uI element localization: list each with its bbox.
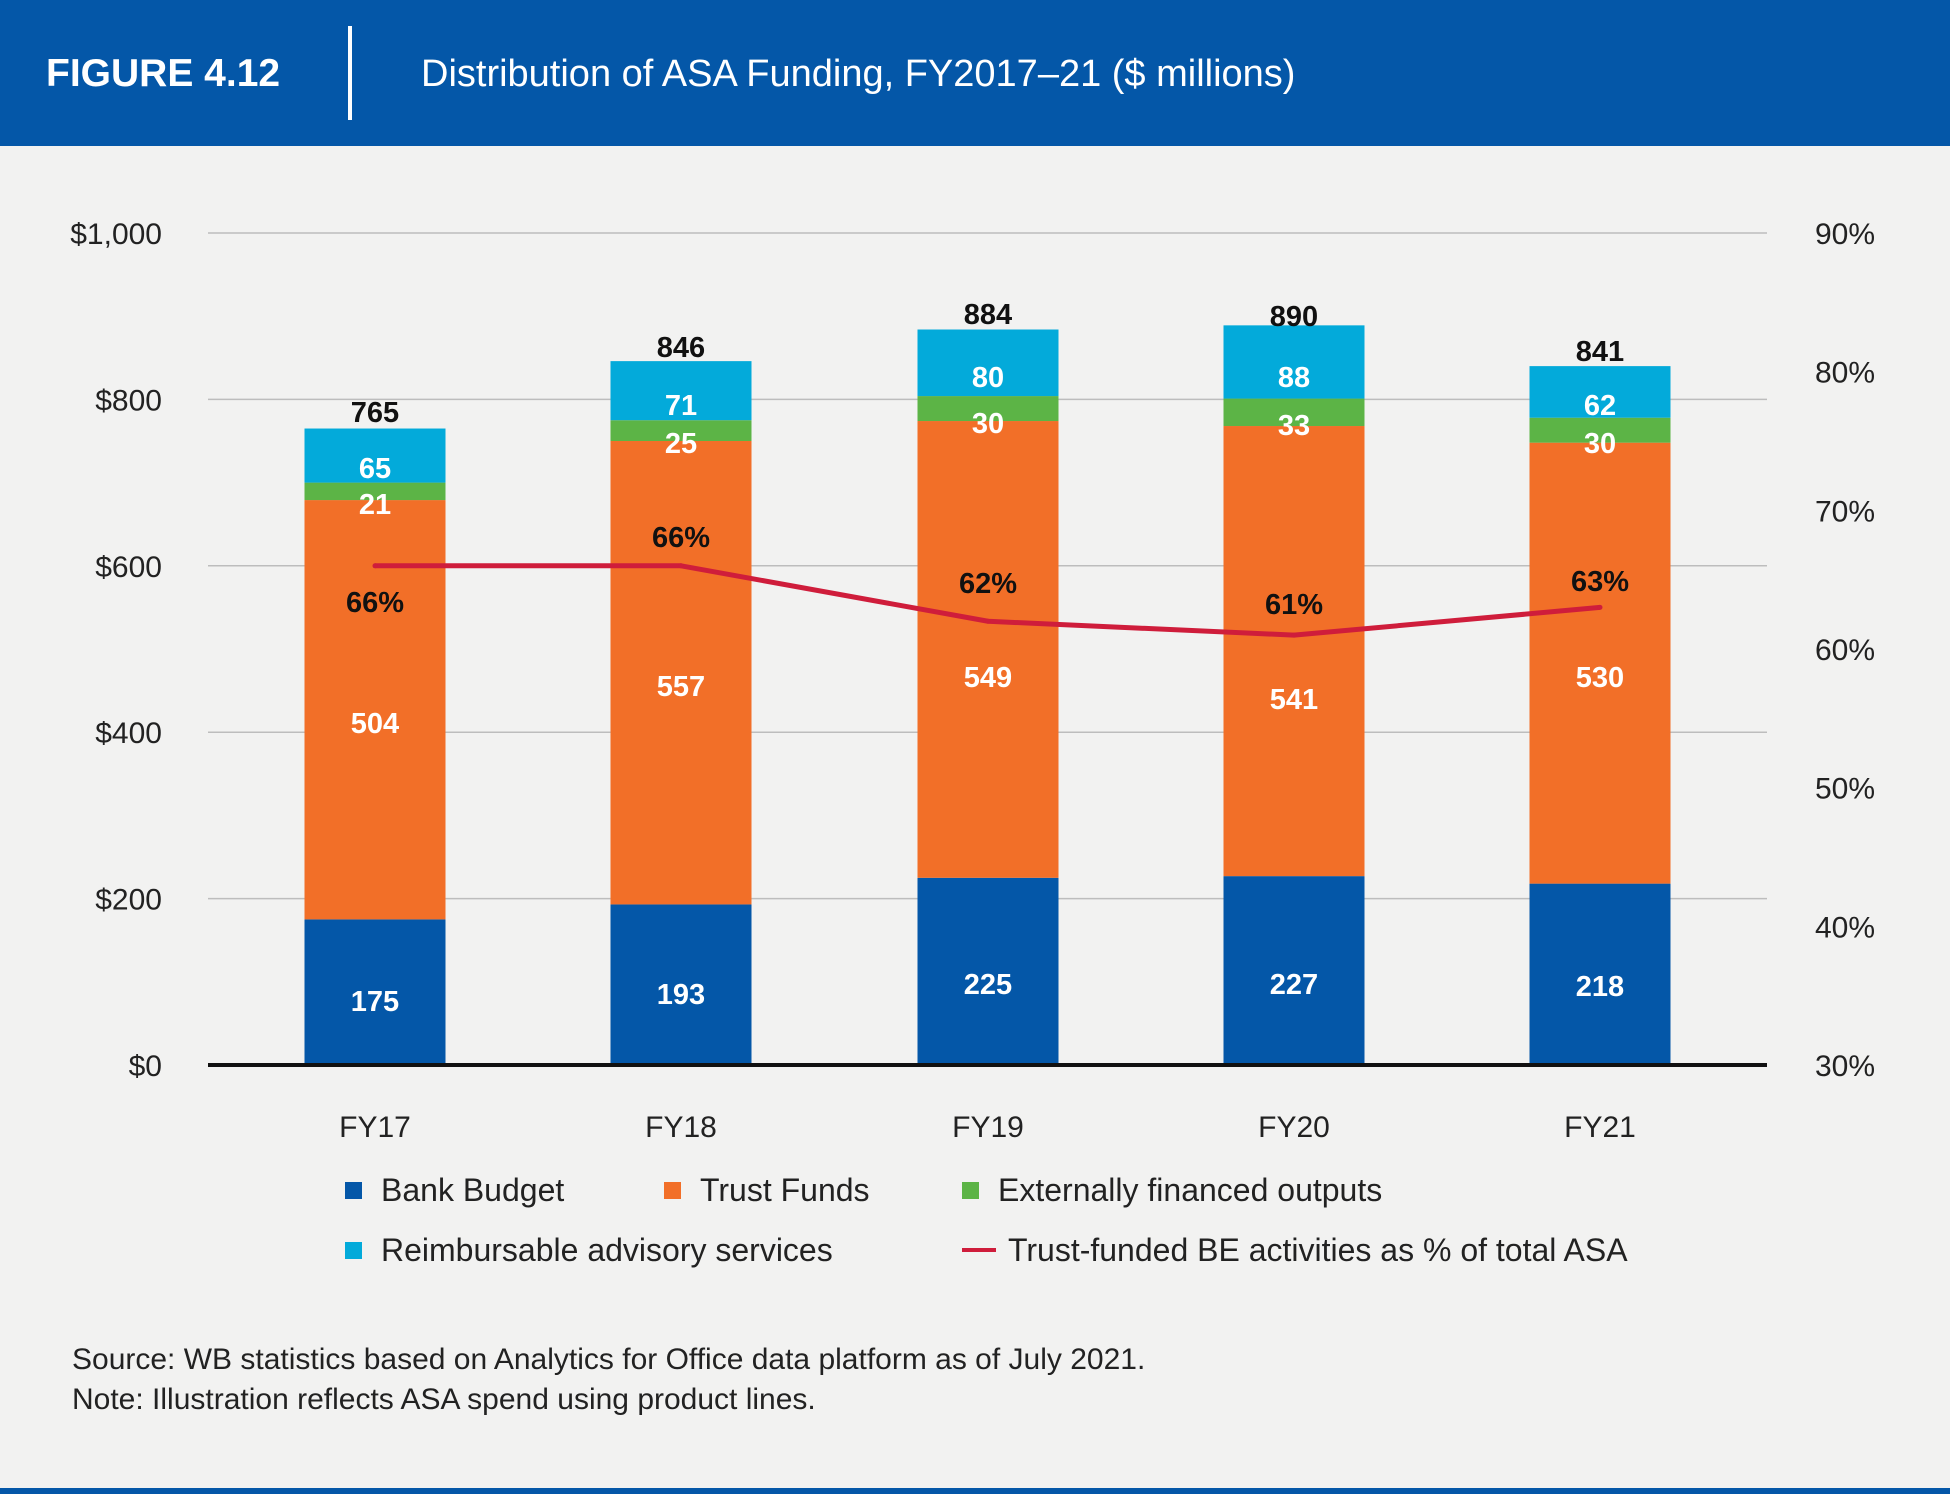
bar-total-label: 846 [657,332,705,364]
bar-value-label: 557 [657,671,705,703]
bar-segment [1529,883,1671,1065]
right-axis-tick-label: 80% [1815,357,1875,390]
trust-funded-pct-point [1597,604,1603,610]
bar-value-label: 225 [964,969,1012,1001]
legend-label-reimbursable-advisory: Reimbursable advisory services [381,1231,833,1268]
left-axis-tick-label: $200 [95,884,162,917]
legend-item-trust-funds: Trust Funds [664,1170,870,1210]
bar-segment [304,428,446,483]
source-note: Source: WB statistics based on Analytics… [72,1343,1146,1376]
bar-value-label: 33 [1278,410,1310,442]
bar-value-label: 193 [657,979,705,1011]
right-axis-tick-label: 60% [1815,634,1875,667]
bar-segment [1223,325,1365,399]
bar-segment [1223,876,1365,1065]
bar-value-label: 80 [972,362,1004,394]
legend-label-bank-budget: Bank Budget [381,1171,565,1208]
bar-segment [304,482,446,501]
trust-funded-pct-point [985,618,991,624]
left-axis-tick-label: $0 [129,1050,162,1083]
bar-value-label: 549 [964,662,1012,694]
left-axis-tick-label: $1,000 [70,218,162,251]
bar-value-label: 227 [1270,969,1318,1001]
bar-value-label: 65 [359,453,391,485]
header-divider [348,26,352,120]
x-axis-category-label: FY17 [339,1111,411,1144]
left-axis-tick-label: $800 [95,384,162,417]
right-axis-tick-label: 30% [1815,1050,1875,1083]
bar-value-label: 71 [665,390,697,422]
bar-segment [610,904,752,1065]
legend-item-reimbursable-advisory: Reimbursable advisory services [345,1230,833,1270]
left-axis-tick-label: $400 [95,717,162,750]
bar-value-label: 218 [1576,971,1624,1003]
line-pct-label: 66% [346,587,404,619]
bottom-rule [0,1488,1950,1494]
line-pct-label: 62% [959,568,1017,600]
bar-value-label: 30 [1584,428,1616,460]
figure-header: FIGURE 4.12 Distribution of ASA Funding,… [0,0,1950,146]
line-pct-label: 66% [652,522,710,554]
bar-segment [1223,426,1365,877]
line-pct-label: 63% [1571,566,1629,598]
bar-segment [610,441,752,905]
legend-line-trust-funded-pct [962,1248,996,1252]
bar-value-label: 175 [351,986,399,1018]
bar-segment [917,421,1059,878]
line-pct-label: 61% [1265,589,1323,621]
x-axis-category-label: FY21 [1564,1111,1636,1144]
right-axis-tick-label: 40% [1815,911,1875,944]
figure-label: FIGURE 4.12 [46,52,281,95]
illustration-note: Note: Illustration reflects ASA spend us… [72,1383,816,1416]
legend-item-externally-financed: Externally financed outputs [962,1170,1382,1210]
bar-total-label: 890 [1270,301,1318,333]
left-axis-tick-label: $600 [95,551,162,584]
bar-value-label: 25 [665,428,697,460]
x-axis-category-label: FY20 [1258,1111,1330,1144]
right-axis-tick-label: 50% [1815,773,1875,806]
bar-segment [1529,366,1671,418]
legend-item-trust-funded-pct: Trust-funded BE activities as % of total… [962,1230,1628,1270]
bar-value-label: 530 [1576,662,1624,694]
legend-label-trust-funds: Trust Funds [700,1171,870,1208]
legend-swatch-bank-budget [345,1181,362,1199]
legend-label-externally-financed: Externally financed outputs [998,1171,1383,1208]
bar-segment [1529,442,1671,884]
bar-segment [304,500,446,920]
figure-notes: Source: WB statistics based on Analytics… [72,1340,1872,1420]
bar-segment [917,396,1059,422]
bar-value-label: 30 [972,408,1004,440]
legend-item-bank-budget: Bank Budget [345,1170,564,1210]
trust-funded-pct-point [1291,632,1297,638]
right-axis-tick-label: 90% [1815,218,1875,251]
bar-value-label: 21 [359,489,391,521]
bar-segment [1223,398,1365,427]
x-axis-category-label: FY18 [645,1111,717,1144]
bar-segment [610,420,752,441]
bar-segment [1529,417,1671,443]
legend-label-trust-funded-pct: Trust-funded BE activities as % of total… [1008,1231,1628,1268]
legend-swatch-reimbursable-advisory [345,1241,362,1259]
bar-value-label: 62 [1584,390,1616,422]
bar-total-label: 884 [964,299,1012,331]
asa-funding-chart: $0 $200 $400 $600 $800 $1,000 30% 40% 50% 60% 70% 8… [70,218,1875,1144]
bar-value-label: 88 [1278,362,1310,394]
x-axis-category-label: FY19 [952,1111,1024,1144]
chart-legend: Bank Budget Trust Funds Externally finan… [0,1170,1950,1290]
legend-swatch-trust-funds [664,1181,681,1199]
bar-total-label: 841 [1576,336,1624,368]
figure-title: Distribution of ASA Funding, FY2017–21 (… [421,53,1296,95]
legend-swatch-externally-financed [962,1181,979,1199]
trust-funded-pct-point [372,563,378,569]
bar-segment [610,361,752,421]
bar-total-label: 765 [351,397,399,429]
bar-segment [917,877,1059,1065]
right-axis-tick-label: 70% [1815,495,1875,528]
bar-value-label: 504 [351,708,399,740]
bar-segment [917,329,1059,397]
bar-segment [304,919,446,1065]
bar-value-label: 541 [1270,684,1318,716]
trust-funded-pct-point [678,563,684,569]
